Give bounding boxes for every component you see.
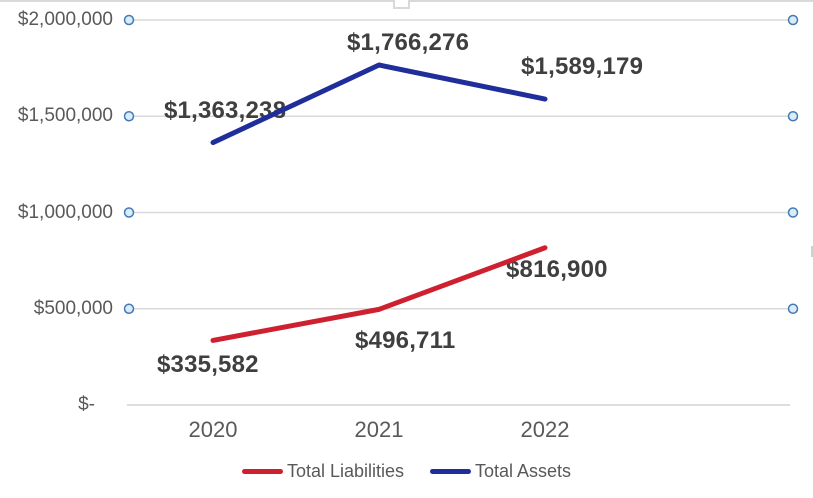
data-label-liabilities-2020: $335,582 [157, 351, 259, 378]
y-axis-tick-label-zero: $- [78, 394, 95, 415]
legend-label-total-liabilities: Total Liabilities [286, 461, 404, 481]
y-axis-tick-label: $1,500,000 [17, 105, 113, 127]
legend-label-total-assets: Total Assets [475, 461, 572, 481]
y-axis-tick-label: $2,000,000 [17, 9, 113, 30]
resize-handle-right[interactable] [811, 246, 813, 257]
data-label-assets-2022: $1,589,179 [521, 53, 644, 80]
legend: Total Liabilities Total Assets [0, 459, 813, 483]
x-axis-tick-label: 2021 [354, 417, 404, 442]
x-axis-tick-label: 2022 [520, 417, 570, 442]
legend-line-swatch-assets-icon [430, 468, 471, 474]
y-axis-tick-label: $500,000 [33, 297, 113, 319]
data-label-liabilities-2022: $816,900 [506, 256, 608, 283]
legend-item-total-liabilities[interactable]: Total Liabilities [241, 459, 404, 483]
data-label-assets-2021: $1,766,276 [347, 29, 470, 56]
y-axis-tick-label: $1,000,000 [17, 201, 113, 223]
legend-line-swatch-liabilities-icon [241, 468, 283, 474]
data-label-liabilities-2021: $496,711 [355, 327, 456, 354]
x-axis-tick-label: 2020 [188, 417, 238, 442]
legend-item-total-assets[interactable]: Total Assets [430, 459, 571, 483]
resize-handle-top[interactable] [393, 0, 410, 9]
